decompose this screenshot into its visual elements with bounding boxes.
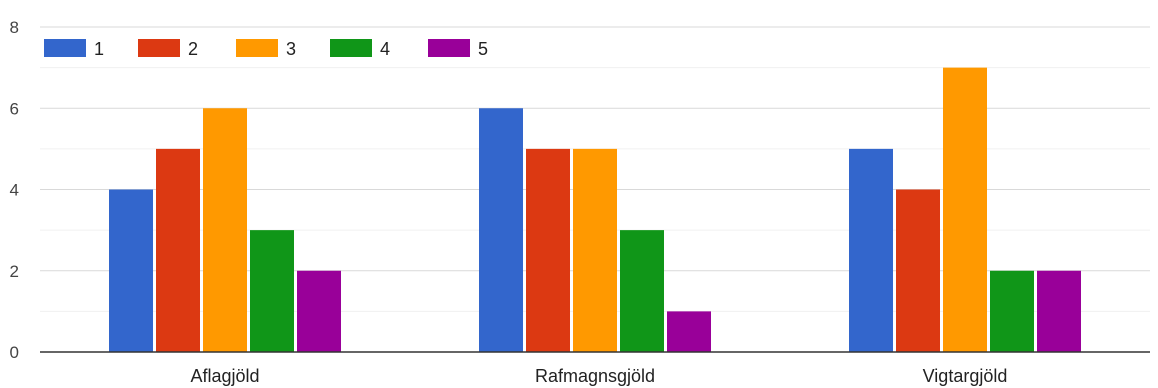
y-tick-label: 6 — [10, 99, 19, 118]
bar-Aflagjöld-series-3[interactable] — [203, 108, 247, 352]
bar-Rafmagnsgjöld-series-2[interactable] — [526, 148, 570, 352]
bars — [109, 67, 1081, 353]
legend-label: 1 — [94, 39, 104, 59]
legend-swatch-1 — [44, 39, 86, 57]
legend-swatch-3 — [236, 39, 278, 57]
y-axis-ticks: 0 2 4 6 8 — [10, 18, 19, 362]
legend-label: 5 — [478, 39, 488, 59]
bar-Rafmagnsgjöld-series-1[interactable] — [479, 108, 523, 352]
bar-Vigtargjöld-series-2[interactable] — [896, 189, 940, 353]
bar-Rafmagnsgjöld-series-3[interactable] — [573, 148, 617, 352]
bar-Aflagjöld-series-5[interactable] — [297, 270, 341, 352]
y-tick-label: 8 — [10, 18, 19, 37]
bar-Aflagjöld-series-4[interactable] — [250, 230, 294, 352]
x-category-label: Aflagjöld — [190, 366, 259, 386]
legend-swatch-5 — [428, 39, 470, 57]
bar-Vigtargjöld-series-5[interactable] — [1037, 270, 1081, 352]
legend-label: 3 — [286, 39, 296, 59]
x-category-label: Rafmagnsgjöld — [535, 366, 655, 386]
legend: 1 2 3 4 5 — [44, 39, 488, 59]
x-axis-categories: Aflagjöld Rafmagnsgjöld Vigtargjöld — [190, 366, 1007, 386]
legend-swatch-4 — [330, 39, 372, 57]
legend-label: 2 — [188, 39, 198, 59]
y-tick-label: 2 — [10, 262, 19, 281]
y-tick-label: 0 — [10, 343, 19, 362]
bar-Aflagjöld-series-2[interactable] — [156, 148, 200, 352]
bar-Aflagjöld-series-1[interactable] — [109, 189, 153, 353]
y-tick-label: 4 — [10, 181, 19, 200]
bar-Rafmagnsgjöld-series-4[interactable] — [620, 230, 664, 352]
bar-Vigtargjöld-series-1[interactable] — [849, 148, 893, 352]
bar-Vigtargjöld-series-4[interactable] — [990, 270, 1034, 352]
legend-swatch-2 — [138, 39, 180, 57]
bar-Vigtargjöld-series-3[interactable] — [943, 67, 987, 352]
legend-label: 4 — [380, 39, 390, 59]
bar-Rafmagnsgjöld-series-5[interactable] — [667, 311, 711, 352]
x-category-label: Vigtargjöld — [923, 366, 1008, 386]
